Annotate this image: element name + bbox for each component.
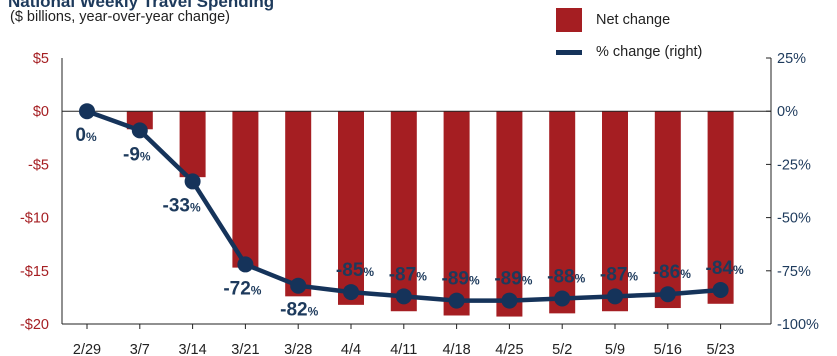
pct-point-2/29 [79,103,95,120]
y-left-tick-label: $5 [33,51,49,67]
y-right-tick-label: -50% [777,211,811,227]
bar-4/25 [496,111,523,317]
bar-3/14 [179,111,206,178]
pct-data-label: -9% [123,144,151,165]
y-left-tick-label: -$15 [20,264,49,280]
chart-title: National Weekly Travel Spending [8,0,275,11]
pct-data-label: -84% [706,258,744,279]
y-left-tick-label: -$5 [28,157,49,173]
pct-point-4/4 [343,284,359,301]
x-tick-label: 3/14 [178,342,206,356]
pct-point-5/16 [659,286,676,303]
bar-5/23 [707,111,734,304]
pct-data-label: -87% [389,264,427,285]
pct-point-3/7 [131,122,148,139]
pct-data-label: 0% [75,125,97,146]
pct-data-label: -88% [547,266,585,287]
legend-item-net-change: Net change [556,4,702,36]
y-left-tick-label: -$20 [20,317,49,333]
y-left-tick-label: $0 [33,104,49,120]
y-right-tick-label: 0% [777,104,798,120]
legend-label-net-change: Net change [596,12,671,28]
x-tick-label: 3/28 [284,342,312,356]
x-tick-label: 4/4 [341,342,361,356]
x-tick-label: 4/18 [442,342,470,356]
legend-swatch-net-change [556,8,582,32]
pct-point-4/25 [501,292,518,309]
pct-point-5/2 [554,290,571,307]
y-left-tick-label: -$10 [20,211,49,227]
y-right-tick-label: -25% [777,157,811,173]
bar-5/9 [602,111,628,312]
x-tick-label: 2/29 [73,342,101,356]
x-tick-label: 5/23 [706,342,734,356]
pct-data-label: -82% [280,300,318,321]
pct-point-3/14 [184,173,201,190]
bar-5/2 [549,111,576,314]
chart-legend: Net change % change (right) [556,4,702,68]
x-tick-label: 3/7 [130,342,150,356]
pct-data-label: -86% [653,262,691,283]
x-tick-label: 4/11 [390,342,417,356]
bar-5/16 [654,111,681,309]
pct-point-3/28 [290,277,307,294]
pct-data-label: -72% [223,278,261,299]
y-right-tick-label: 25% [777,51,806,67]
legend-item-pct-change: % change (right) [556,36,702,68]
pct-data-label: -33% [163,195,201,216]
x-tick-label: 4/25 [495,342,523,356]
chart-subtitle: ($ billions, year-over-year change) [10,9,231,25]
pct-point-5/9 [607,288,623,305]
x-tick-label: 5/16 [654,342,682,356]
pct-point-4/18 [448,292,465,309]
legend-label-pct-change: % change (right) [596,44,703,60]
x-tick-label: 5/2 [552,342,572,356]
pct-data-label: -89% [442,269,480,290]
bar-4/4 [338,111,364,305]
bar-4/18 [443,111,470,316]
pct-point-4/11 [395,288,412,305]
legend-swatch-pct-change [556,49,582,55]
bar-3/21 [232,111,259,268]
pct-point-3/21 [237,256,254,273]
pct-data-label: -89% [494,269,532,290]
pct-data-label: -87% [600,264,638,285]
y-right-tick-label: -100% [777,317,819,333]
x-tick-label: 3/21 [231,342,259,356]
bar-3/28 [285,111,312,297]
y-right-tick-label: -75% [777,264,811,280]
x-tick-label: 5/9 [605,342,625,356]
pct-data-label: -85% [336,260,374,281]
bar-4/11 [390,111,417,312]
bar-3/7 [126,111,153,130]
pct-point-5/23 [712,281,729,298]
